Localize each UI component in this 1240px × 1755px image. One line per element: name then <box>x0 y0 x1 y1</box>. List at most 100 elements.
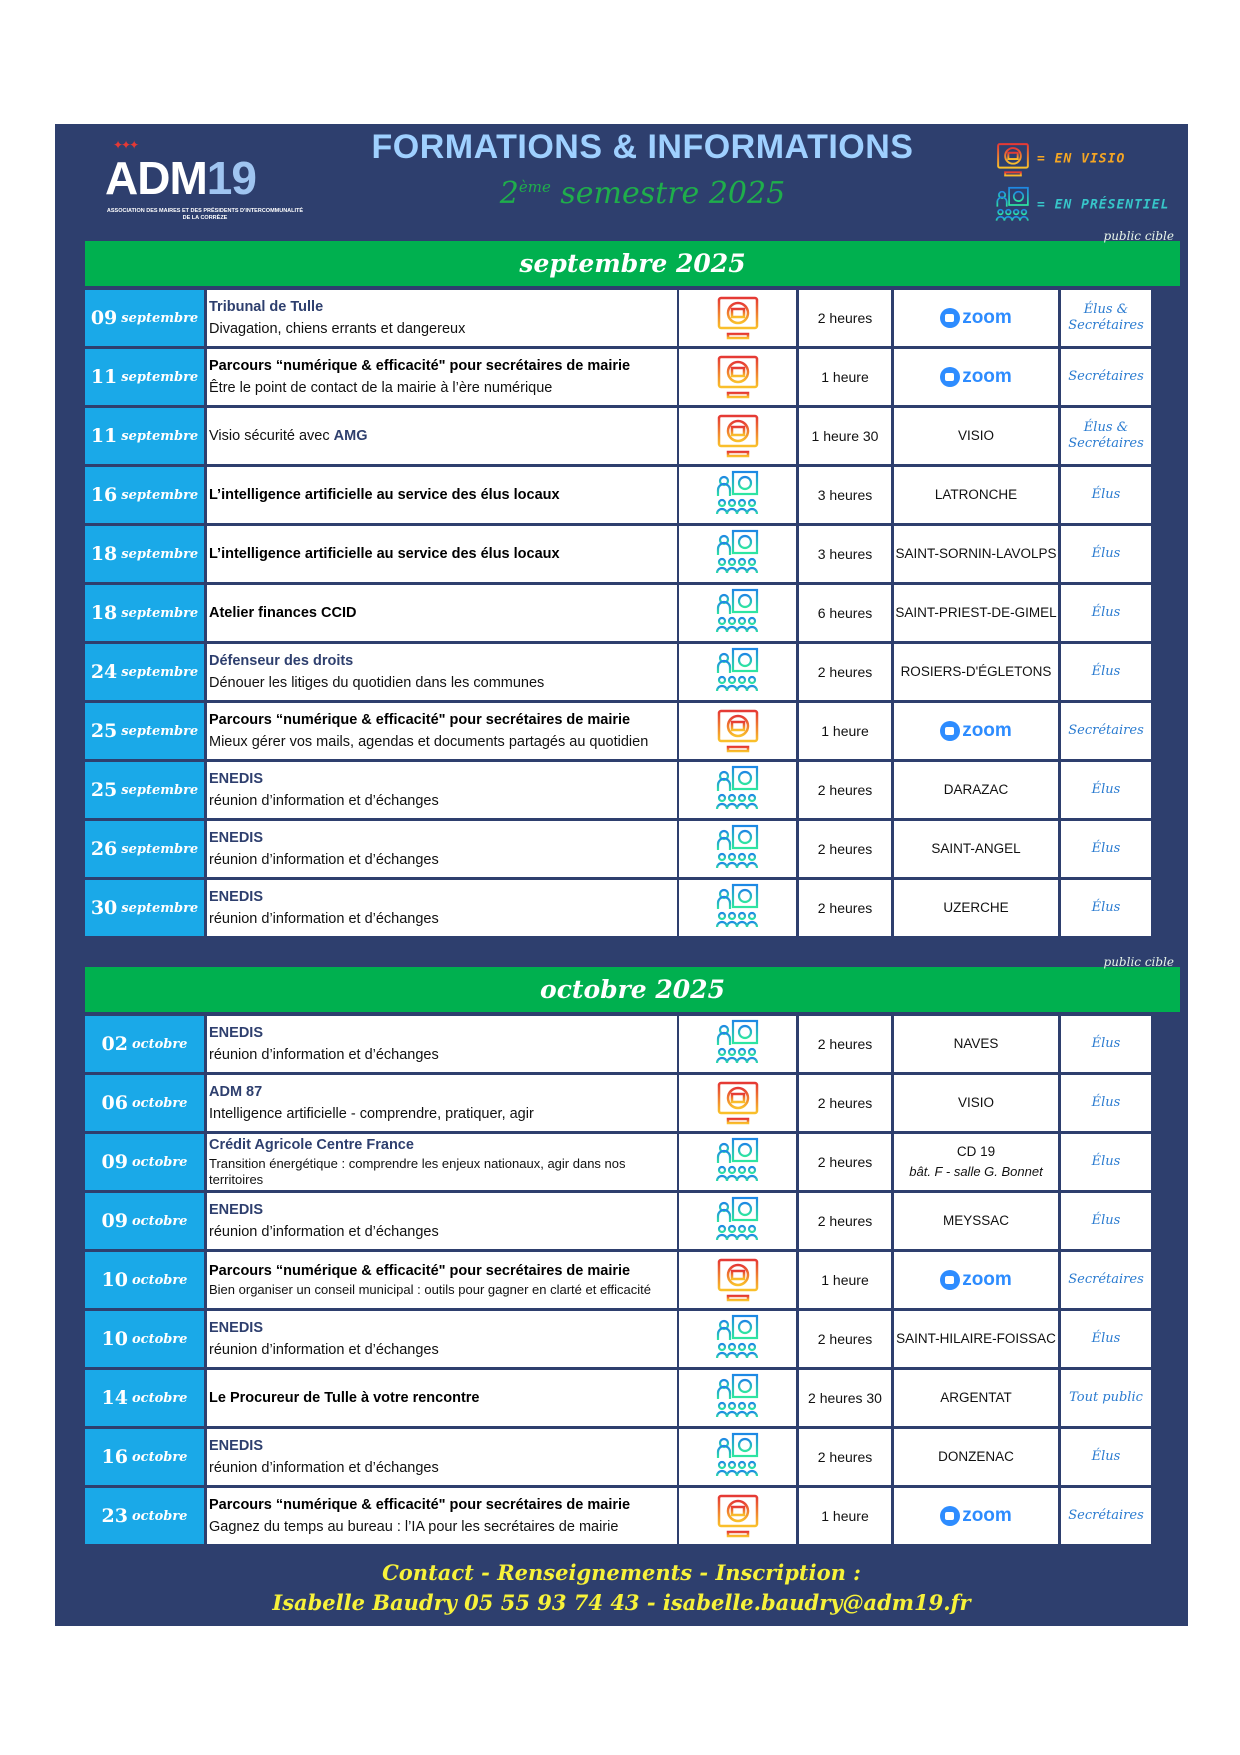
event-description: ENEDIS réunion d’information et d’échange… <box>207 880 677 936</box>
event-row[interactable]: 30 septembre ENEDIS réunion d’information … <box>85 880 1180 936</box>
presentiel-audience-icon <box>715 647 761 698</box>
event-mode <box>679 762 796 818</box>
event-month: septembre <box>121 310 199 326</box>
event-date: 16 septembre <box>85 467 204 523</box>
event-location-cell: zoom <box>894 703 1058 759</box>
event-mode <box>679 1134 796 1190</box>
event-day: 16 <box>90 484 118 506</box>
event-public: Tout public <box>1061 1370 1151 1426</box>
zoom-logo: zoom <box>940 307 1012 329</box>
event-month: septembre <box>121 546 199 562</box>
event-description: Défenseur des droits Dénouer les litiges … <box>207 644 677 700</box>
event-row[interactable]: 16 octobre ENEDIS réunion d’information et… <box>85 1429 1180 1485</box>
event-row[interactable]: 25 septembre Parcours “numérique & effica… <box>85 703 1180 759</box>
event-description: ENEDIS réunion d’information et d’échange… <box>207 762 677 818</box>
event-subtitle: réunion d’information et d’échanges <box>209 1459 439 1476</box>
event-date: 26 septembre <box>85 821 204 877</box>
event-duration: 2 heures <box>799 1075 891 1131</box>
event-day: 18 <box>90 543 118 565</box>
event-public: Secrétaires <box>1061 349 1151 405</box>
event-row[interactable]: 26 septembre ENEDIS réunion d’information … <box>85 821 1180 877</box>
zoom-camera-icon <box>940 721 961 741</box>
schedule-sheet: ✦✦✦ ADM19 ASSOCIATION DES MAIRES ET DES … <box>55 124 1188 1626</box>
event-description: Tribunal de Tulle Divagation, chiens erra… <box>207 290 677 346</box>
event-day: 25 <box>90 779 118 801</box>
event-row[interactable]: 10 octobre Parcours “numérique & efficaci… <box>85 1252 1180 1308</box>
presentiel-audience-icon <box>715 883 761 934</box>
visio-monitor-icon <box>995 140 1031 178</box>
event-row[interactable]: 06 octobre ADM 87 Intelligence artificiell… <box>85 1075 1180 1131</box>
event-row[interactable]: 11 septembre Parcours “numérique & effica… <box>85 349 1180 405</box>
event-subtitle: Bien organiser un conseil municipal : ou… <box>209 1281 652 1297</box>
event-public: Élus <box>1061 526 1151 582</box>
event-location-cell: zoom <box>894 1488 1058 1544</box>
event-duration: 2 heures 30 <box>799 1370 891 1426</box>
event-day: 06 <box>101 1092 128 1114</box>
logo-subtext: ASSOCIATION DES MAIRES ET DES PRÉSIDENTS… <box>106 208 304 221</box>
month-title: octobre 2025 <box>540 975 725 1004</box>
event-date: 09 octobre <box>85 1134 204 1190</box>
event-location-cell: SAINT-HILAIRE-FOISSAC <box>894 1311 1058 1367</box>
event-row[interactable]: 09 octobre ENEDIS réunion d’information et… <box>85 1193 1180 1249</box>
event-subtitle: Gagnez du temps au bureau : l’IA pour le… <box>209 1518 619 1535</box>
event-location: MEYSSAC <box>942 1213 1010 1228</box>
event-row[interactable]: 25 septembre ENEDIS réunion d’information … <box>85 762 1180 818</box>
zoom-wordmark: zoom <box>962 720 1012 741</box>
event-row[interactable]: 11 septembre Visio sécurité avec AMG 1 he… <box>85 408 1180 464</box>
visio-monitor-icon <box>715 706 761 757</box>
event-row[interactable]: 18 septembre L’intelligence artificielle … <box>85 526 1180 582</box>
visio-monitor-icon <box>715 411 761 462</box>
event-duration: 2 heures <box>799 1193 891 1249</box>
event-description: ENEDIS réunion d’information et d’échange… <box>207 1193 677 1249</box>
event-day: 10 <box>101 1328 128 1350</box>
event-row[interactable]: 16 septembre L’intelligence artificielle … <box>85 467 1180 523</box>
event-row[interactable]: 23 octobre Parcours “numérique & efficaci… <box>85 1488 1180 1544</box>
event-title: ENEDIS <box>209 770 263 787</box>
event-row[interactable]: 09 octobre Crédit Agricole Centre France T… <box>85 1134 1180 1190</box>
event-row[interactable]: 18 septembre Atelier finances CCID 6 heur… <box>85 585 1180 641</box>
event-title: ADM 87 <box>209 1083 263 1100</box>
tree-leaves-icon: ✦✦✦ <box>113 138 139 152</box>
event-location: VISIO <box>957 428 994 443</box>
event-date: 16 octobre <box>85 1429 204 1485</box>
zoom-logo: zoom <box>940 1269 1012 1291</box>
event-date: 18 septembre <box>85 585 204 641</box>
event-row[interactable]: 24 septembre Défenseur des droits Dénouer … <box>85 644 1180 700</box>
event-duration: 2 heures <box>799 762 891 818</box>
event-title: ENEDIS <box>209 1201 263 1218</box>
event-public: Élus <box>1061 880 1151 936</box>
event-month: octobre <box>131 1508 188 1524</box>
event-row[interactable]: 10 octobre ENEDIS réunion d’information et… <box>85 1311 1180 1367</box>
event-public: Élus <box>1061 1429 1151 1485</box>
event-title: Parcours “numérique & efficacité" pour s… <box>209 357 631 374</box>
event-title: Parcours “numérique & efficacité" pour s… <box>209 1496 631 1513</box>
event-day: 02 <box>101 1033 128 1055</box>
event-month: septembre <box>121 369 199 385</box>
event-duration: 1 heure 30 <box>799 408 891 464</box>
event-row[interactable]: 02 octobre ENEDIS réunion d’information et… <box>85 1016 1180 1072</box>
event-mode <box>679 585 796 641</box>
presentiel-audience-icon <box>715 1019 761 1070</box>
event-title: ENEDIS <box>209 1437 263 1454</box>
event-duration: 3 heures <box>799 467 891 523</box>
event-description: ENEDIS réunion d’information et d’échange… <box>207 1429 677 1485</box>
event-public: Secrétaires <box>1061 703 1151 759</box>
event-public: Élus <box>1061 1134 1151 1190</box>
event-date: 11 septembre <box>85 349 204 405</box>
event-location: ROSIERS-D'ÉGLETONS <box>900 664 1052 679</box>
event-location: SAINT-HILAIRE-FOISSAC <box>896 1331 1056 1346</box>
event-title: ENEDIS <box>209 888 263 905</box>
event-description: ENEDIS réunion d’information et d’échange… <box>207 1016 677 1072</box>
event-row[interactable]: 14 octobre Le Procureur de Tulle à votre … <box>85 1370 1180 1426</box>
event-title: Tribunal de Tulle <box>209 298 324 315</box>
event-date: 09 septembre <box>85 290 204 346</box>
event-day: 14 <box>101 1387 128 1409</box>
event-row[interactable]: 09 septembre Tribunal de Tulle Divagation,… <box>85 290 1180 346</box>
contact-details[interactable]: Isabelle Baudry 05 55 93 74 43 - isabell… <box>272 1590 971 1615</box>
event-date: 23 octobre <box>85 1488 204 1544</box>
event-title: AMG <box>333 427 368 444</box>
event-subtitle: réunion d’information et d’échanges <box>209 792 439 809</box>
event-location: ARGENTAT <box>940 1390 1012 1405</box>
event-lead: Visio sécurité avec <box>209 427 334 444</box>
legend-visio: = EN VISIO <box>995 140 1125 178</box>
